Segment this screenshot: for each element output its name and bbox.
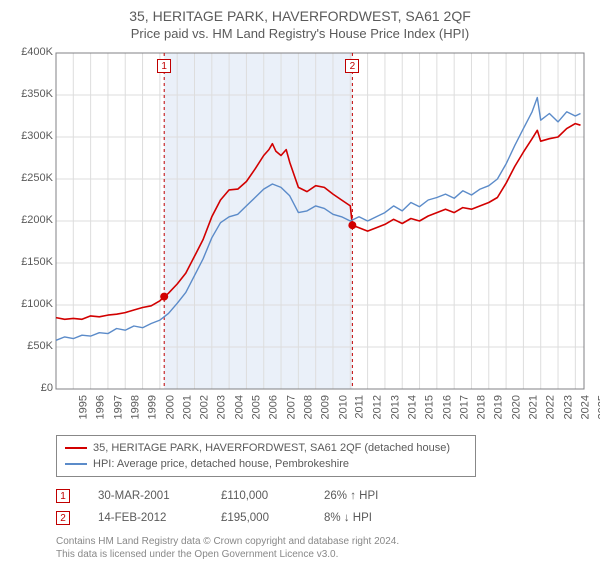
chart-title: 35, HERITAGE PARK, HAVERFORDWEST, SA61 2… bbox=[8, 8, 592, 24]
legend-label-property: 35, HERITAGE PARK, HAVERFORDWEST, SA61 2… bbox=[93, 442, 450, 454]
x-tick-label: 2017 bbox=[458, 395, 470, 419]
sale-price-1: £110,000 bbox=[221, 490, 296, 502]
sale-marker-1: 1 bbox=[56, 489, 70, 503]
x-tick-label: 2019 bbox=[493, 395, 505, 419]
chart-svg bbox=[8, 49, 592, 429]
x-tick-label: 2009 bbox=[320, 395, 332, 419]
chart-subtitle: Price paid vs. HM Land Registry's House … bbox=[8, 26, 592, 41]
y-tick-label: £400K bbox=[8, 46, 53, 58]
y-tick-label: £150K bbox=[8, 256, 53, 268]
legend-swatch-hpi bbox=[65, 463, 87, 465]
x-tick-label: 2001 bbox=[181, 395, 193, 419]
x-tick-label: 2003 bbox=[216, 395, 228, 419]
sale-hpi-diff-2: 8% ↓ HPI bbox=[324, 512, 372, 524]
x-tick-label: 2010 bbox=[337, 395, 349, 419]
x-tick-label: 2005 bbox=[251, 395, 263, 419]
x-tick-label: 2011 bbox=[354, 395, 366, 419]
y-tick-label: £250K bbox=[8, 172, 53, 184]
footer: Contains HM Land Registry data © Crown c… bbox=[56, 535, 592, 561]
legend: 35, HERITAGE PARK, HAVERFORDWEST, SA61 2… bbox=[56, 435, 476, 477]
sale-hpi-diff-1: 26% ↑ HPI bbox=[324, 490, 378, 502]
x-tick-label: 2016 bbox=[441, 395, 453, 419]
legend-row-hpi: HPI: Average price, detached house, Pemb… bbox=[65, 456, 467, 472]
sale-box-2: 2 bbox=[345, 59, 359, 73]
x-tick-label: 2024 bbox=[580, 395, 592, 419]
x-tick-label: 2018 bbox=[476, 395, 488, 419]
x-tick-label: 1996 bbox=[95, 395, 107, 419]
x-tick-label: 2013 bbox=[389, 395, 401, 419]
legend-label-hpi: HPI: Average price, detached house, Pemb… bbox=[93, 458, 349, 470]
chart-area: £0 £50K £100K £150K £200K £250K £300K £350K £400… bbox=[8, 49, 592, 429]
x-tick-label: 2007 bbox=[285, 395, 297, 419]
footer-line-2: This data is licensed under the Open Gov… bbox=[56, 548, 592, 561]
x-tick-label: 1999 bbox=[147, 395, 159, 419]
y-tick-label: £100K bbox=[8, 298, 53, 310]
sale-box-1: 1 bbox=[157, 59, 171, 73]
sale-date-2: 14-FEB-2012 bbox=[98, 512, 193, 524]
sale-price-2: £195,000 bbox=[221, 512, 296, 524]
x-tick-label: 2000 bbox=[164, 395, 176, 419]
y-tick-label: £350K bbox=[8, 88, 53, 100]
sale-date-1: 30-MAR-2001 bbox=[98, 490, 193, 502]
y-tick-label: £50K bbox=[8, 340, 53, 352]
x-tick-label: 2023 bbox=[562, 395, 574, 419]
sales-table: 1 30-MAR-2001 £110,000 26% ↑ HPI 2 14-FE… bbox=[56, 485, 592, 529]
x-tick-label: 1997 bbox=[112, 395, 124, 419]
footer-line-1: Contains HM Land Registry data © Crown c… bbox=[56, 535, 592, 548]
sale-row-2: 2 14-FEB-2012 £195,000 8% ↓ HPI bbox=[56, 507, 592, 529]
x-tick-label: 2008 bbox=[303, 395, 315, 419]
x-tick-label: 2022 bbox=[545, 395, 557, 419]
x-tick-label: 2014 bbox=[406, 395, 418, 419]
x-tick-label: 2002 bbox=[199, 395, 211, 419]
sale-row-1: 1 30-MAR-2001 £110,000 26% ↑ HPI bbox=[56, 485, 592, 507]
y-tick-label: £200K bbox=[8, 214, 53, 226]
y-tick-label: £0 bbox=[8, 382, 53, 394]
x-tick-label: 2004 bbox=[233, 395, 245, 419]
legend-row-property: 35, HERITAGE PARK, HAVERFORDWEST, SA61 2… bbox=[65, 440, 467, 456]
x-tick-label: 2006 bbox=[268, 395, 280, 419]
y-tick-label: £300K bbox=[8, 130, 53, 142]
x-tick-label: 1998 bbox=[129, 395, 141, 419]
x-tick-label: 2020 bbox=[510, 395, 522, 419]
x-tick-label: 2012 bbox=[372, 395, 384, 419]
x-tick-label: 2021 bbox=[528, 395, 540, 419]
sale-marker-2: 2 bbox=[56, 511, 70, 525]
x-tick-label: 1995 bbox=[77, 395, 89, 419]
legend-swatch-property bbox=[65, 447, 87, 449]
x-tick-label: 2015 bbox=[424, 395, 436, 419]
